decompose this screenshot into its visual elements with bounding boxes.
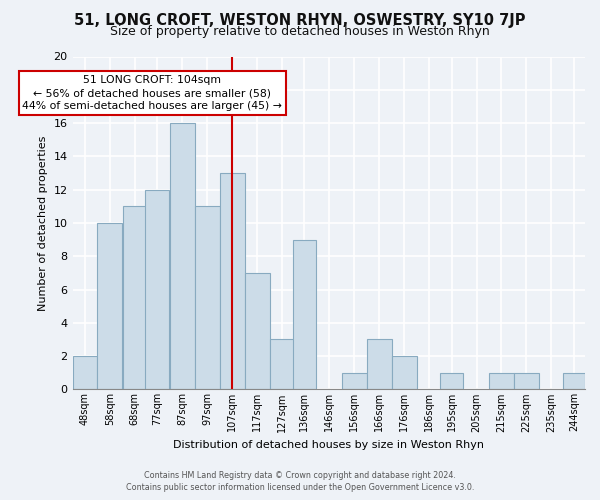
X-axis label: Distribution of detached houses by size in Weston Rhyn: Distribution of detached houses by size … [173,440,484,450]
Bar [514,372,539,390]
Bar [245,273,269,390]
Text: 51 LONG CROFT: 104sqm
← 56% of detached houses are smaller (58)
44% of semi-deta: 51 LONG CROFT: 104sqm ← 56% of detached … [22,75,282,111]
Bar [293,240,316,390]
Bar [195,206,220,390]
Bar [367,340,392,390]
Text: Size of property relative to detached houses in Weston Rhyn: Size of property relative to detached ho… [110,25,490,38]
Bar [392,356,416,390]
Bar [489,372,514,390]
Bar [123,206,147,390]
Text: Contains HM Land Registry data © Crown copyright and database right 2024.
Contai: Contains HM Land Registry data © Crown c… [126,471,474,492]
Bar [563,372,585,390]
Bar [270,340,294,390]
Y-axis label: Number of detached properties: Number of detached properties [38,136,48,310]
Bar [170,123,195,390]
Bar [440,372,463,390]
Text: 51, LONG CROFT, WESTON RHYN, OSWESTRY, SY10 7JP: 51, LONG CROFT, WESTON RHYN, OSWESTRY, S… [74,12,526,28]
Bar [145,190,169,390]
Bar [73,356,97,390]
Bar [220,173,245,390]
Bar [97,223,122,390]
Bar [342,372,367,390]
